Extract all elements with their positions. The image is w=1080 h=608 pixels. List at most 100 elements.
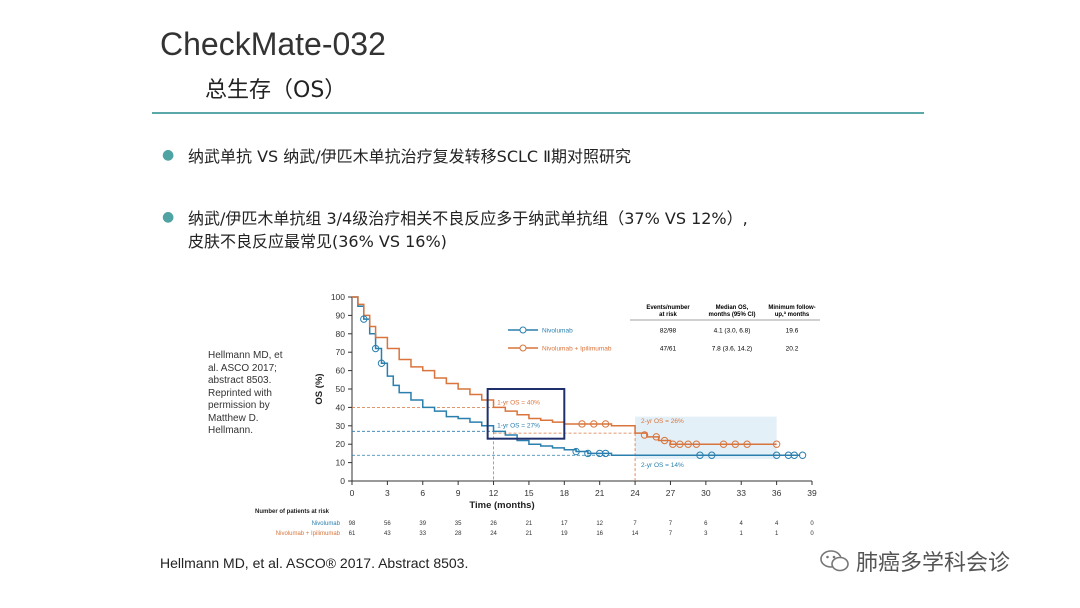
censor-mark-nivolumab-ipilimumab <box>676 440 684 448</box>
risk-table-cell: 3 <box>704 531 708 537</box>
censor-mark-nivolumab-ipilimumab <box>601 420 610 428</box>
risk-table-cell: 17 <box>561 521 568 527</box>
footer-reference: Hellmann MD, et al. ASCO® 2017. Abstract… <box>160 555 469 571</box>
risk-table-row-label: Nivolumab + Ipilimumab <box>276 531 341 537</box>
censor-mark-nivolumab-ipilimumab <box>692 440 701 448</box>
x-tick-label: 21 <box>595 488 605 498</box>
censor-mark-nivolumab-ipilimumab <box>652 433 661 441</box>
y-tick-label: 40 <box>336 402 346 412</box>
y-tick-label: 60 <box>336 366 346 376</box>
legend-median-os: 7.8 (3.6, 14.2) <box>712 346 752 353</box>
legend-header-events: at risk <box>659 312 677 318</box>
bullet-dot-icon: ● <box>162 147 175 163</box>
legend-median-os: 4.1 (3.0, 6.8) <box>714 328 751 335</box>
x-tick-label: 24 <box>630 488 640 498</box>
legend-header-median: months (95% CI) <box>708 312 755 318</box>
censor-mark-nivolumab-ipilimumab <box>772 440 781 448</box>
censor-mark-nivolumab <box>708 451 716 459</box>
legend-header-median: Median OS, <box>716 305 749 311</box>
risk-table-cell: 35 <box>455 521 462 527</box>
x-tick-label: 15 <box>524 488 534 498</box>
legend-min-followup: 19.6 <box>786 328 799 335</box>
censor-mark-nivolumab <box>377 359 386 367</box>
risk-table-row-label: Nivolumab <box>312 521 341 527</box>
x-tick-label: 30 <box>701 488 711 498</box>
risk-table-cell: 0 <box>810 521 814 527</box>
censor-mark-nivolumab <box>572 447 580 456</box>
censor-mark-nivolumab-ipilimumab <box>684 440 692 448</box>
censor-mark-nivolumab <box>790 451 799 459</box>
legend-swatch-marker <box>519 326 527 334</box>
watermark-text: 肺癌多学科会诊 <box>856 551 1011 576</box>
risk-table-cell: 19 <box>561 531 568 537</box>
censor-mark-nivolumab <box>784 451 793 459</box>
legend-header-followup: up,ª months <box>775 311 810 318</box>
risk-table-cell: 7 <box>669 531 673 537</box>
legend-swatch-marker <box>519 344 527 352</box>
citation-line: Matthew D. <box>208 412 259 424</box>
censor-mark-nivolumab-ipilimumab <box>669 440 677 448</box>
x-tick-label: 18 <box>560 488 570 498</box>
x-tick-label: 0 <box>350 488 355 498</box>
risk-table-cell: 98 <box>349 521 356 527</box>
censor-mark-nivolumab <box>360 315 368 323</box>
risk-table-cell: 6 <box>704 521 708 527</box>
y-tick-label: 50 <box>336 384 346 394</box>
risk-table-cell: 16 <box>596 531 603 537</box>
y-tick-label: 90 <box>336 310 346 320</box>
censor-mark-nivolumab <box>798 451 807 459</box>
censor-mark-nivolumab <box>601 449 610 458</box>
bullet-dot-icon: ● <box>162 209 175 225</box>
risk-table-cell: 43 <box>384 531 391 537</box>
risk-table-cell: 4 <box>740 521 744 527</box>
risk-table-header: Number of patients at risk <box>255 509 330 515</box>
x-tick-label: 33 <box>736 488 746 498</box>
censor-mark-nivolumab-ipilimumab <box>590 420 598 428</box>
slide-title: CheckMate-032 <box>160 26 386 62</box>
risk-table-cell: 14 <box>632 531 639 537</box>
bullet-1: ● 纳武单抗 VS 纳武/伊匹木单抗治疗复发转移SCLC Ⅱ期对照研究 <box>162 145 632 168</box>
annotation-combo-2yr: 2-yr OS = 26% <box>641 418 684 425</box>
annotation-nivo-2yr: 2-yr OS = 14% <box>641 462 684 469</box>
censor-mark-nivolumab-ipilimumab <box>578 420 586 428</box>
y-tick-label: 80 <box>336 329 346 339</box>
risk-table-cell: 1 <box>775 531 779 537</box>
risk-table-cell: 28 <box>455 531 462 537</box>
censor-mark-nivolumab <box>584 449 592 458</box>
bullet-2: ● 纳武/伊匹木单抗组 3/4级治疗相关不良反应多于纳武单抗组（37% VS 1… <box>162 207 908 253</box>
x-tick-label: 36 <box>772 488 782 498</box>
x-axis-label: Time (months) <box>469 500 534 511</box>
y-tick-label: 20 <box>336 439 346 449</box>
citation-line: abstract 8503. <box>208 375 272 386</box>
legend-label: Nivolumab + Ipilimumab <box>542 346 612 353</box>
risk-table-cell: 39 <box>419 521 426 527</box>
risk-table-cell: 1 <box>740 531 744 537</box>
bullet-1-text: 纳武单抗 VS 纳武/伊匹木单抗治疗复发转移SCLC Ⅱ期对照研究 <box>188 147 632 166</box>
series-line-nivolumab <box>352 296 801 456</box>
legend-header-events: Events/number <box>646 305 690 311</box>
y-tick-label: 30 <box>336 421 346 431</box>
censor-mark-nivolumab-ipilimumab <box>660 436 669 445</box>
x-tick-label: 3 <box>385 488 390 498</box>
slide-subtitle: 总生存（OS） <box>205 78 347 103</box>
x-tick-label: 6 <box>420 488 425 498</box>
censor-mark-nivolumab-ipilimumab <box>731 440 740 448</box>
citation-line: Hellmann MD, et <box>208 350 283 361</box>
censor-mark-nivolumab-ipilimumab <box>743 440 751 448</box>
x-tick-label: 9 <box>456 488 461 498</box>
censor-mark-nivolumab <box>696 451 704 459</box>
y-tick-label: 10 <box>336 458 346 468</box>
x-tick-label: 27 <box>666 488 676 498</box>
citation-line: al. ASCO 2017; <box>208 362 277 374</box>
risk-table-cell: 24 <box>490 531 497 537</box>
censor-mark-nivolumab <box>595 449 604 458</box>
legend-events: 47/61 <box>660 346 677 353</box>
censor-mark-nivolumab-ipilimumab <box>640 431 649 439</box>
risk-table-cell: 61 <box>349 531 356 537</box>
risk-table-cell: 7 <box>633 521 637 527</box>
legend-header-followup: Minimum follow- <box>768 305 815 311</box>
censor-mark-nivolumab-ipilimumab <box>719 440 728 448</box>
risk-table-cell: 4 <box>775 521 779 527</box>
risk-table-cell: 21 <box>526 521 533 527</box>
series-line-nivolumab-ipilimumab <box>352 296 777 445</box>
